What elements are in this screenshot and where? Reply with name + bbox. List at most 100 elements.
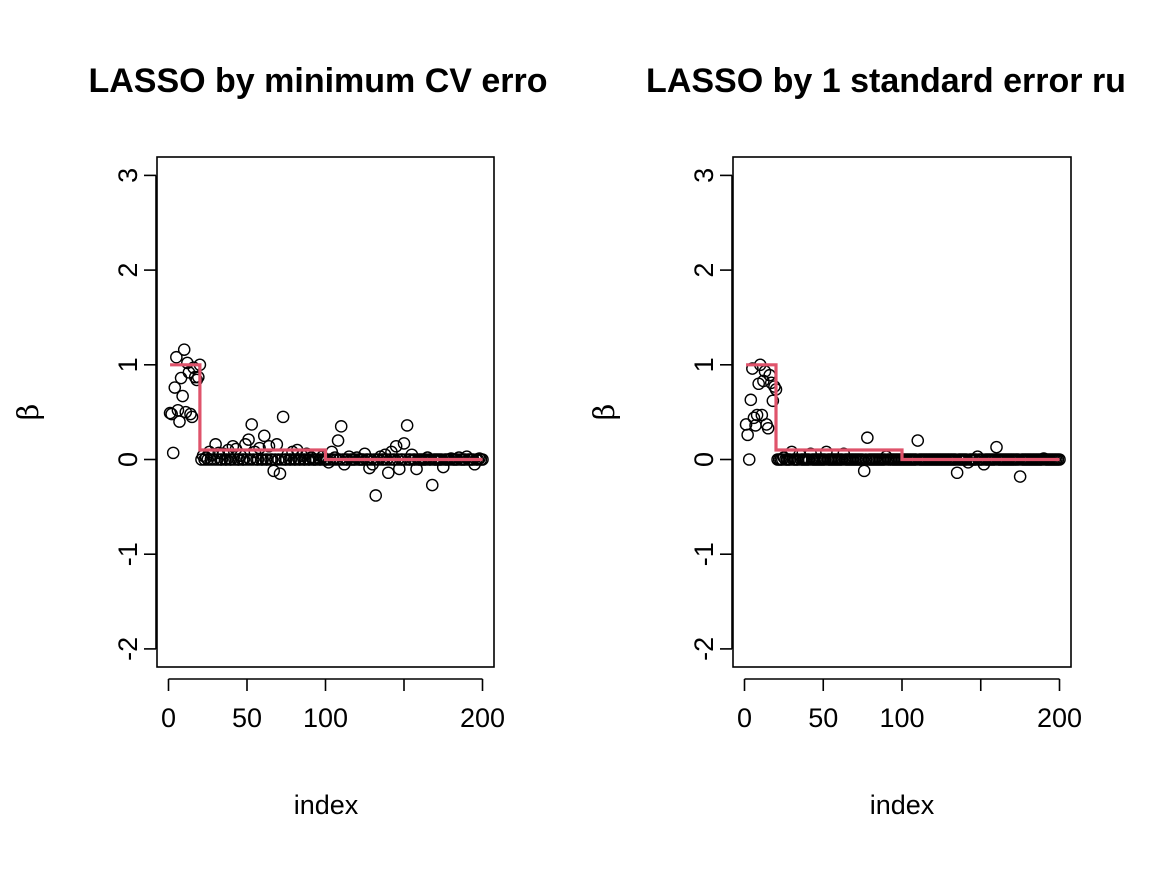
data-point bbox=[389, 439, 403, 453]
data-point bbox=[163, 406, 177, 420]
x-tick-label: 200 bbox=[460, 703, 505, 733]
data-point bbox=[771, 453, 784, 466]
data-point bbox=[276, 410, 290, 424]
data-point bbox=[245, 418, 259, 431]
data-point bbox=[744, 393, 758, 407]
y-tick-label: 1 bbox=[113, 357, 143, 372]
data-point bbox=[177, 343, 191, 356]
data-point bbox=[173, 415, 186, 428]
data-point bbox=[166, 446, 180, 460]
data-point bbox=[421, 451, 434, 464]
data-point bbox=[342, 450, 356, 463]
plot-area: -2 -1 0 1 2 3 0 50 100 200 bbox=[113, 156, 505, 733]
data-point bbox=[165, 407, 178, 421]
data-point bbox=[741, 428, 754, 442]
data-point bbox=[350, 451, 364, 464]
data-point bbox=[381, 466, 395, 480]
data-point bbox=[212, 446, 226, 460]
data-point bbox=[436, 460, 450, 474]
data-point bbox=[369, 489, 383, 502]
plot-frame bbox=[732, 156, 1072, 668]
x-axis-label: index bbox=[294, 790, 359, 820]
data-point bbox=[392, 462, 406, 476]
data-point bbox=[820, 445, 833, 459]
data-point bbox=[262, 439, 276, 453]
y-tick-label: -1 bbox=[689, 542, 719, 566]
data-point bbox=[331, 434, 345, 447]
data-point bbox=[226, 439, 240, 453]
data-point bbox=[837, 447, 851, 461]
data-point bbox=[971, 450, 984, 463]
y-tick-label: 0 bbox=[689, 452, 719, 467]
data-point bbox=[804, 447, 817, 461]
plot-frame bbox=[156, 156, 495, 668]
data-point bbox=[785, 445, 799, 459]
data-point bbox=[747, 411, 761, 425]
x-tick-label: 50 bbox=[232, 703, 262, 733]
x-axis-label: index bbox=[870, 790, 935, 820]
data-point bbox=[990, 440, 1003, 454]
panel-1se: LASSO by 1 standard error ru index β -2-… bbox=[587, 62, 1126, 820]
data-point bbox=[275, 453, 288, 466]
y-tick-label: -2 bbox=[113, 637, 143, 661]
data-point bbox=[181, 356, 194, 370]
data-point bbox=[460, 450, 474, 463]
data-point bbox=[168, 381, 182, 394]
data-point bbox=[766, 394, 780, 408]
data-point bbox=[185, 410, 199, 424]
data-point bbox=[257, 429, 271, 443]
data-point bbox=[253, 441, 266, 455]
y-tick-label: 0 bbox=[113, 452, 143, 467]
data-point bbox=[961, 456, 975, 469]
y-axis-label: β bbox=[587, 404, 621, 421]
y-tick-label: -1 bbox=[113, 542, 143, 566]
data-point bbox=[911, 434, 925, 447]
data-point bbox=[256, 453, 270, 466]
x-tick-label: 50 bbox=[808, 703, 838, 733]
y-tick-label: 3 bbox=[689, 168, 719, 183]
data-point bbox=[170, 350, 183, 364]
chart-title: LASSO by minimum CV erro bbox=[88, 62, 547, 100]
x-tick-label: 100 bbox=[879, 703, 924, 733]
y-tick-label: 2 bbox=[113, 263, 143, 278]
chart-title: LASSO by 1 standard error ru bbox=[646, 62, 1126, 100]
true-beta-line bbox=[170, 363, 483, 462]
data-point bbox=[334, 420, 348, 433]
data-point bbox=[397, 437, 411, 450]
x-tick-label: 0 bbox=[737, 703, 752, 733]
data-point bbox=[861, 431, 874, 445]
x-tick-label: 100 bbox=[303, 703, 348, 733]
panel-min-cv: LASSO by minimum CV erro index β -2 -1 0 1 2… bbox=[11, 62, 548, 820]
data-point bbox=[363, 461, 376, 475]
y-tick-label: -2 bbox=[689, 637, 719, 661]
data-point bbox=[1013, 470, 1027, 483]
data-point bbox=[203, 445, 216, 459]
data-point bbox=[174, 371, 188, 385]
data-point bbox=[425, 478, 439, 492]
data-point bbox=[750, 408, 764, 422]
y-tick-label: 1 bbox=[689, 357, 719, 372]
data-point bbox=[176, 389, 189, 403]
data-point bbox=[267, 464, 280, 478]
data-point bbox=[452, 451, 466, 464]
y-tick-label: 3 bbox=[113, 168, 143, 183]
data-point bbox=[400, 419, 414, 432]
y-tick-label: 2 bbox=[689, 263, 719, 278]
data-point bbox=[237, 453, 251, 466]
x-tick-label: 200 bbox=[1037, 703, 1082, 733]
data-point bbox=[857, 464, 871, 478]
y-axis-label: β bbox=[11, 404, 45, 421]
data-point bbox=[246, 453, 260, 466]
data-point bbox=[273, 467, 287, 481]
data-point bbox=[242, 433, 255, 446]
plot-area: -2 -1 0 1 2 3 0 50 100 200 bbox=[689, 156, 1082, 733]
true-beta-line bbox=[746, 363, 1060, 462]
data-point bbox=[270, 438, 284, 451]
data-point bbox=[410, 462, 423, 476]
data-point bbox=[746, 362, 759, 375]
data-point bbox=[742, 453, 756, 466]
data-point bbox=[328, 451, 342, 464]
data-point bbox=[761, 421, 775, 435]
